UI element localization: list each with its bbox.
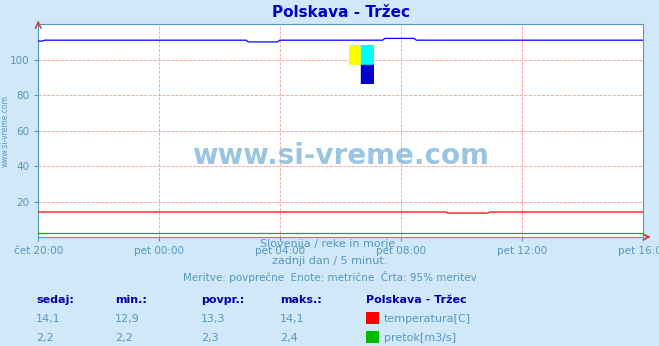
Text: temperatura[C]: temperatura[C] xyxy=(384,314,471,324)
Bar xyxy=(349,45,361,65)
Text: povpr.:: povpr.: xyxy=(201,295,244,305)
Text: zadnji dan / 5 minut.: zadnji dan / 5 minut. xyxy=(272,256,387,266)
Text: sedaj:: sedaj: xyxy=(36,295,74,305)
Text: www.si-vreme.com: www.si-vreme.com xyxy=(192,142,489,170)
Text: 14,1: 14,1 xyxy=(280,314,304,324)
Text: min.:: min.: xyxy=(115,295,147,305)
Bar xyxy=(349,65,361,84)
Text: 2,4: 2,4 xyxy=(280,333,298,343)
Text: 14,1: 14,1 xyxy=(36,314,61,324)
Text: www.si-vreme.com: www.si-vreme.com xyxy=(1,95,10,167)
Text: 13,3: 13,3 xyxy=(201,314,225,324)
Text: pretok[m3/s]: pretok[m3/s] xyxy=(384,333,456,343)
Text: maks.:: maks.: xyxy=(280,295,322,305)
Bar xyxy=(361,45,374,65)
Text: 2,2: 2,2 xyxy=(115,333,133,343)
Text: 2,2: 2,2 xyxy=(36,333,54,343)
Text: 2,3: 2,3 xyxy=(201,333,219,343)
Title: Polskava - Tržec: Polskava - Tržec xyxy=(272,5,410,20)
Text: 12,9: 12,9 xyxy=(115,314,140,324)
Bar xyxy=(361,65,374,84)
Text: Meritve: povprečne  Enote: metrične  Črta: 95% meritev: Meritve: povprečne Enote: metrične Črta:… xyxy=(183,271,476,283)
Text: Polskava - Tržec: Polskava - Tržec xyxy=(366,295,467,305)
Text: Slovenija / reke in morje.: Slovenija / reke in morje. xyxy=(260,239,399,249)
